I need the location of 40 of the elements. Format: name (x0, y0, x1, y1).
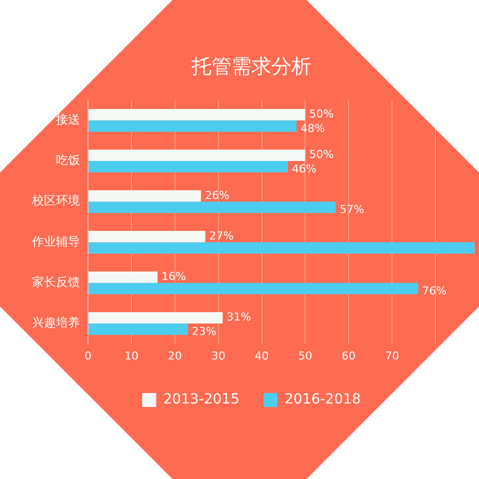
bar (88, 230, 206, 242)
data-label: 48% (300, 122, 325, 135)
data-label: 50% (309, 107, 334, 120)
y-tick-label: 家长反馈 (32, 274, 80, 289)
chart-title: 托管需求分析 (190, 54, 312, 78)
bar (88, 282, 418, 294)
data-label: 27% (209, 229, 234, 242)
y-tick-label: 吃饭 (56, 153, 80, 168)
data-label: 76% (422, 284, 447, 298)
x-tick-label: 40 (254, 349, 269, 362)
data-label: 26% (204, 188, 230, 202)
x-tick-label: 20 (168, 349, 182, 362)
bar (88, 160, 288, 172)
x-tick-label: 60 (342, 349, 356, 362)
bar (88, 323, 188, 335)
data-label: 46% (292, 162, 316, 176)
x-tick-label: 50 (298, 349, 312, 362)
bar (88, 271, 158, 283)
y-tick-label: 作业辅导 (31, 234, 80, 248)
y-tick-label: 接送 (56, 112, 80, 126)
legend-label: 2016-2018 (284, 392, 361, 408)
data-label: 31% (226, 310, 252, 324)
data-label: 16% (162, 270, 186, 284)
bar (88, 150, 306, 161)
y-tick-label: 校区环境 (31, 194, 80, 208)
bar (88, 242, 475, 254)
bar (88, 202, 336, 213)
data-label: 57% (340, 203, 364, 216)
bar (88, 312, 223, 324)
y-tick-label: 兴趣培养 (32, 316, 80, 330)
x-tick-label: 70 (385, 349, 400, 362)
data-label: 50% (309, 148, 334, 162)
bar (88, 108, 306, 120)
data-label: 23% (192, 325, 216, 338)
x-tick-label: 0 (84, 349, 92, 362)
bar (88, 120, 297, 132)
x-tick-label: 30 (211, 349, 226, 362)
legend-label: 2013-2015 (163, 392, 240, 408)
bar (88, 190, 201, 202)
x-tick-label: 10 (124, 349, 138, 362)
